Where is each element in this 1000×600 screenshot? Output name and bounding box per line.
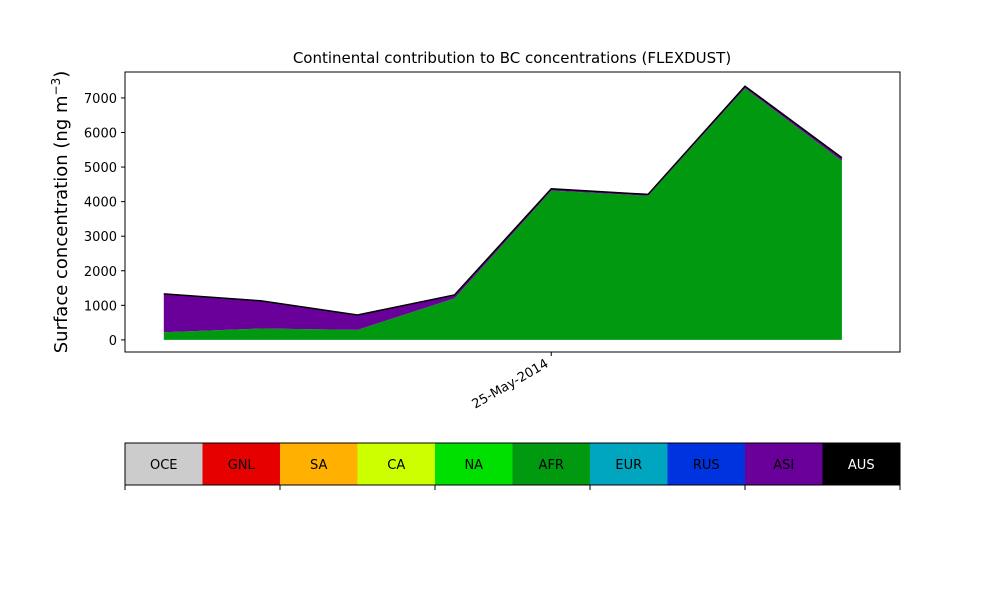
- y-tick-label: 6000: [84, 126, 117, 141]
- legend-label-gnl: GNL: [228, 458, 256, 473]
- legend-swatch-rus: [667, 443, 746, 485]
- y-tick-label: 2000: [84, 265, 117, 280]
- legend-label-aus: AUS: [848, 458, 875, 473]
- y-tick-label: 0: [109, 334, 117, 349]
- plot-frame: [124, 71, 901, 353]
- legend-swatch-asi: [745, 443, 823, 485]
- y-tick-label: 1000: [84, 299, 117, 314]
- y-tick-label: 7000: [84, 92, 117, 107]
- legend-label-rus: RUS: [693, 458, 720, 473]
- stack-top-edge: [163, 85, 843, 316]
- chart-title: Continental contribution to BC concentra…: [293, 49, 731, 67]
- legend-label-ca: CA: [387, 458, 405, 473]
- legend-swatch-afr: [512, 443, 591, 485]
- legend-label-oce: OCE: [150, 458, 178, 473]
- y-axis-label-text: Surface concentration (ng m: [51, 95, 72, 353]
- legend-swatch-sa: [280, 443, 358, 485]
- y-tick-label: 4000: [84, 196, 117, 211]
- legend-swatch-aus: [822, 443, 901, 485]
- legend-label-afr: AFR: [539, 458, 564, 473]
- legend-swatch-ca: [357, 443, 436, 485]
- area-asi: [163, 86, 842, 333]
- y-axis: 0 1000 2000 3000 4000 5000 6000 7000: [84, 92, 125, 349]
- legend-frame: [124, 442, 901, 486]
- legend-swatch-gnl: [202, 443, 281, 485]
- legend-label-sa: SA: [310, 458, 327, 473]
- legend-label-asi: ASI: [773, 458, 794, 473]
- plot-area: [124, 71, 901, 353]
- area-afr: [163, 88, 842, 340]
- y-axis-label-superscript: −3: [49, 78, 63, 96]
- legend-swatch-eur: [590, 443, 668, 485]
- legend-colorbar: OCE GNL SA CA NA AFR EUR RUS ASI AUS: [124, 442, 901, 490]
- y-tick-label: 3000: [84, 230, 117, 245]
- y-axis-label: Surface concentration (ng m−3): [49, 71, 72, 354]
- y-axis-label-close: ): [51, 71, 72, 78]
- legend-swatch-na: [435, 443, 513, 485]
- legend-swatch-oce: [125, 443, 203, 485]
- legend-label-eur: EUR: [615, 458, 642, 473]
- legend-label-na: NA: [464, 458, 483, 473]
- y-tick-label: 5000: [84, 161, 117, 176]
